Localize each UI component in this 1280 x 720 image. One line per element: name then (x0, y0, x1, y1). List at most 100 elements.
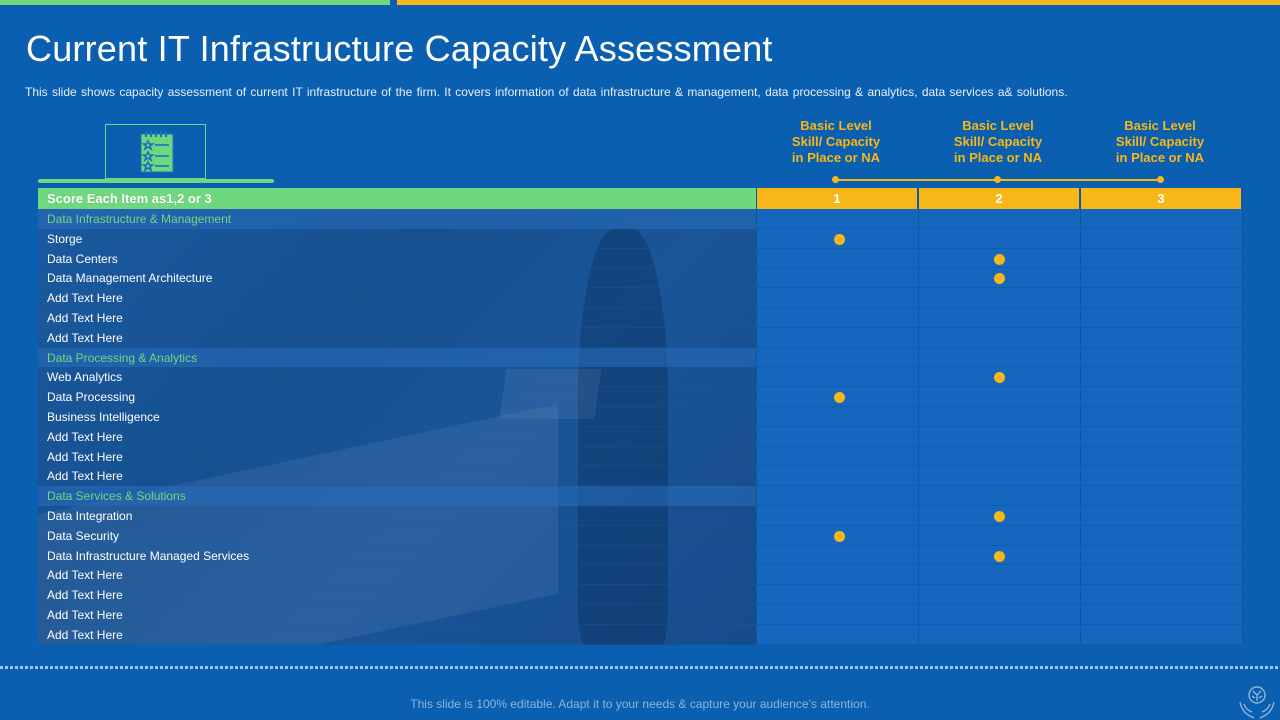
checklist-icon-box (105, 124, 206, 179)
score-cell-2 (919, 347, 1080, 368)
table-row: Data Infrastructure Managed Services (38, 545, 1242, 566)
score-cell-3 (1081, 426, 1242, 447)
category-label: Data Infrastructure & Management (47, 212, 232, 226)
score-cell-1 (757, 268, 918, 289)
page-title: Current IT Infrastructure Capacity Asses… (26, 28, 773, 69)
score-cell-3 (1081, 367, 1242, 388)
score-cell-1 (757, 209, 918, 229)
score-cell-2 (919, 209, 1080, 229)
column-divider (1242, 188, 1243, 645)
table-header-row: Score Each Item as1,2 or 3 (38, 188, 756, 209)
table-row: Data Centers (38, 248, 1242, 269)
item-label: Add Text Here (47, 311, 123, 325)
connector-dot (994, 176, 1001, 183)
score-cell-1 (757, 308, 918, 328)
table-header-label: Score Each Item as1,2 or 3 (47, 191, 212, 206)
category-label: Data Processing & Analytics (47, 350, 198, 365)
column-heading-line: Basic Level (1124, 118, 1196, 133)
table-row: Add Text Here (38, 288, 1242, 308)
category-row-background (38, 347, 756, 368)
table-row: Business Intelligence (38, 407, 1242, 427)
score-cell-3 (1081, 446, 1242, 467)
score-cell-1 (757, 248, 918, 269)
row-separator (38, 603, 756, 605)
score-cell-2 (919, 387, 1080, 407)
score-cell-3 (1081, 605, 1242, 625)
column-heading-line: in Place or NA (953, 150, 1043, 165)
score-cell-3 (1081, 486, 1242, 506)
score-dot (993, 550, 1005, 562)
column-heading-line: Skill/ Capacity (791, 134, 881, 149)
score-cell-3 (1081, 407, 1242, 427)
column-heading-line: in Place or NA (1115, 150, 1205, 165)
column-heading-1: Basic Level Skill/ Capacity in Place or NA (755, 118, 917, 166)
table-row: Add Text Here (38, 446, 1242, 467)
score-dot (993, 511, 1005, 522)
score-cell-1 (757, 506, 918, 526)
header-underline (38, 179, 274, 183)
score-cell-2 (919, 525, 1080, 546)
item-label: Web Analytics (47, 370, 123, 385)
score-dot (833, 233, 845, 245)
item-label: Add Text Here (47, 429, 123, 444)
score-cell-3 (1081, 347, 1242, 368)
column-divider (1080, 188, 1081, 645)
table-row: Add Text Here (38, 565, 1242, 586)
score-cell-3 (1081, 327, 1242, 348)
score-cell-2 (919, 288, 1080, 308)
row-separator (38, 247, 756, 249)
score-cell-2 (919, 565, 1080, 586)
score-header-3: 3 (1081, 188, 1241, 209)
score-cell-2 (919, 407, 1080, 427)
table-row: Web Analytics (38, 367, 1242, 388)
row-separator (38, 643, 756, 645)
score-cell-1 (757, 466, 918, 487)
score-dot (993, 273, 1005, 285)
score-cell-3 (1081, 228, 1242, 249)
connector-dot (832, 176, 839, 183)
item-label: Add Text Here (47, 469, 123, 484)
score-header-2: 2 (919, 188, 1079, 209)
score-cell-3 (1081, 545, 1242, 566)
table-row: Data Processing (38, 387, 1242, 407)
column-heading-2: Basic Level Skill/ Capacity in Place or NA (917, 118, 1079, 166)
score-cell-2 (919, 426, 1080, 447)
score-cell-1 (757, 446, 918, 467)
row-separator (38, 326, 756, 328)
score-cell-1 (757, 347, 918, 368)
table-row: Add Text Here (38, 585, 1242, 605)
category-row-background (38, 486, 756, 506)
score-header-1: 1 (757, 188, 917, 209)
row-separator (38, 584, 756, 586)
table-row: Data Security (38, 525, 1242, 546)
row-separator (38, 425, 756, 427)
score-cell-1 (757, 327, 918, 348)
row-separator (38, 445, 756, 447)
connector-dot (1157, 176, 1164, 183)
column-heading-line: Skill/ Capacity (1115, 134, 1205, 149)
item-label: Data Integration (47, 509, 133, 523)
row-separator (38, 386, 756, 388)
item-label: Add Text Here (47, 449, 123, 464)
score-cell-1 (757, 407, 918, 427)
row-separator (38, 485, 756, 487)
person-silhouette (578, 229, 668, 645)
item-label: Add Text Here (47, 291, 123, 306)
table-row: Data Integration (38, 506, 1242, 526)
column-heading-line: Skill/ Capacity (953, 134, 1043, 149)
score-cell-1 (757, 545, 918, 566)
score-cell-3 (1081, 585, 1242, 605)
category-label: Data Services & Solutions (47, 489, 186, 504)
table-row: Add Text Here (38, 327, 1242, 348)
item-label: Add Text Here (47, 568, 123, 583)
item-label: Add Text Here (47, 627, 123, 642)
table-row: Add Text Here (38, 308, 1242, 328)
column-divider (918, 188, 919, 645)
score-cell-2 (919, 228, 1080, 249)
score-cell-3 (1081, 248, 1242, 269)
score-cell-3 (1081, 466, 1242, 487)
row-separator (38, 465, 756, 467)
score-cell-1 (757, 486, 918, 506)
category-row: Data Processing & Analytics (38, 347, 1242, 368)
column-heading-line: Basic Level (962, 118, 1034, 133)
